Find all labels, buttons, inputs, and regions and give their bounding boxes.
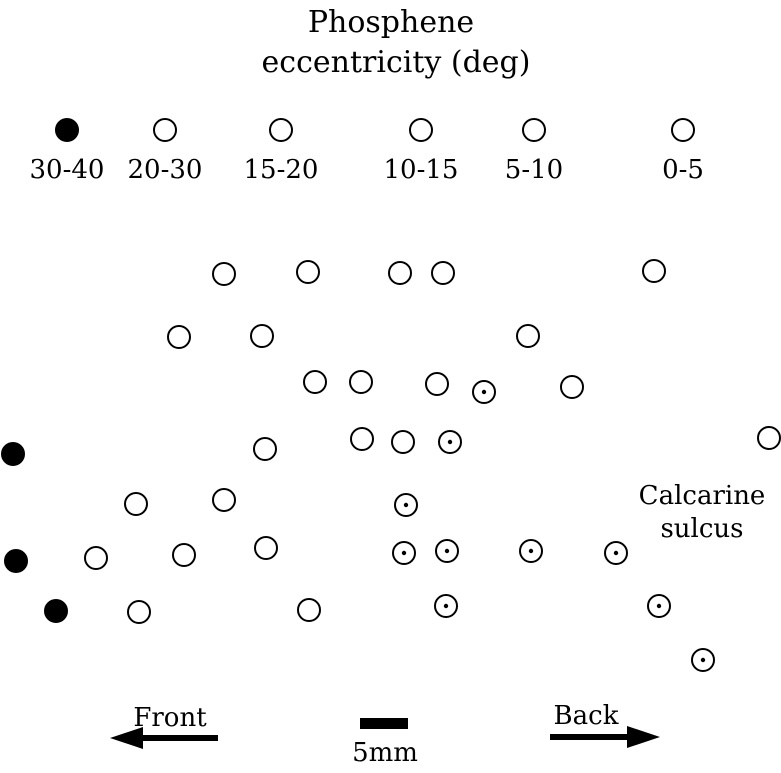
site-center-dot bbox=[401, 550, 407, 556]
site-open bbox=[391, 430, 415, 454]
legend-marker-0-5 bbox=[671, 118, 695, 142]
site-open bbox=[350, 427, 374, 451]
scale-bar: 5mm bbox=[352, 718, 418, 768]
site-center-dot bbox=[447, 439, 453, 445]
legend-label-10-15: 10-15 bbox=[384, 155, 459, 185]
site-center-dot bbox=[613, 550, 619, 556]
site-center-dot bbox=[700, 657, 706, 663]
legend-label-0-5: 0-5 bbox=[662, 155, 704, 185]
site-open bbox=[388, 261, 412, 285]
site-filled bbox=[1, 442, 25, 466]
site-open bbox=[297, 598, 321, 622]
site-open bbox=[516, 324, 540, 348]
back-arrow-head-icon bbox=[627, 726, 660, 748]
site-open bbox=[127, 600, 151, 624]
site-open bbox=[167, 325, 191, 349]
site-open bbox=[303, 370, 327, 394]
site-open bbox=[212, 488, 236, 512]
front-arrow-shaft bbox=[140, 735, 218, 741]
site-open bbox=[642, 259, 666, 283]
site-center-dot bbox=[528, 548, 534, 554]
back-arrow-shaft bbox=[550, 734, 630, 740]
site-open bbox=[124, 492, 148, 516]
sulcus-label-line-1: Calcarine bbox=[639, 481, 766, 511]
back-arrow: Back bbox=[550, 701, 660, 748]
front-label: Front bbox=[133, 703, 207, 733]
site-center-dot bbox=[403, 502, 409, 508]
legend-marker-5-10 bbox=[522, 118, 546, 142]
site-open bbox=[254, 536, 278, 560]
front-arrow: Front bbox=[110, 703, 218, 749]
back-label: Back bbox=[554, 701, 619, 731]
site-center-dot bbox=[444, 548, 450, 554]
scale-bar-mark bbox=[360, 718, 408, 729]
site-open bbox=[431, 261, 455, 285]
site-open bbox=[212, 262, 236, 286]
site-open bbox=[296, 260, 320, 284]
site-open bbox=[425, 372, 449, 396]
site-open bbox=[172, 543, 196, 567]
site-center-dot bbox=[443, 603, 449, 609]
site-open bbox=[757, 426, 781, 450]
site-open bbox=[250, 324, 274, 348]
site-center-dot bbox=[656, 603, 662, 609]
site-open bbox=[253, 437, 277, 461]
legend-marker-20-30 bbox=[153, 118, 177, 142]
legend-marker-15-20 bbox=[269, 118, 293, 142]
scale-label: 5mm bbox=[352, 738, 418, 768]
legend-marker-30-40 bbox=[55, 118, 79, 142]
site-open bbox=[349, 370, 373, 394]
legend-label-15-20: 15-20 bbox=[244, 155, 319, 185]
legend-label-5-10: 5-10 bbox=[505, 155, 563, 185]
sulcus-label-line-2: sulcus bbox=[660, 514, 743, 544]
title-line-1: Phosphene bbox=[308, 5, 474, 40]
site-filled bbox=[44, 599, 68, 623]
legend: 30-40 20-30 15-20 10-15 5-10 0-5 bbox=[30, 118, 704, 185]
site-center-dot bbox=[481, 389, 487, 395]
electrode-sites bbox=[1, 259, 781, 672]
title-line-2: eccentricity (deg) bbox=[262, 45, 531, 80]
legend-marker-10-15 bbox=[409, 118, 433, 142]
legend-label-30-40: 30-40 bbox=[30, 155, 105, 185]
front-arrow-head-icon bbox=[110, 727, 143, 749]
site-filled bbox=[4, 549, 28, 573]
site-open bbox=[84, 546, 108, 570]
site-open bbox=[560, 375, 584, 399]
legend-label-20-30: 20-30 bbox=[128, 155, 203, 185]
